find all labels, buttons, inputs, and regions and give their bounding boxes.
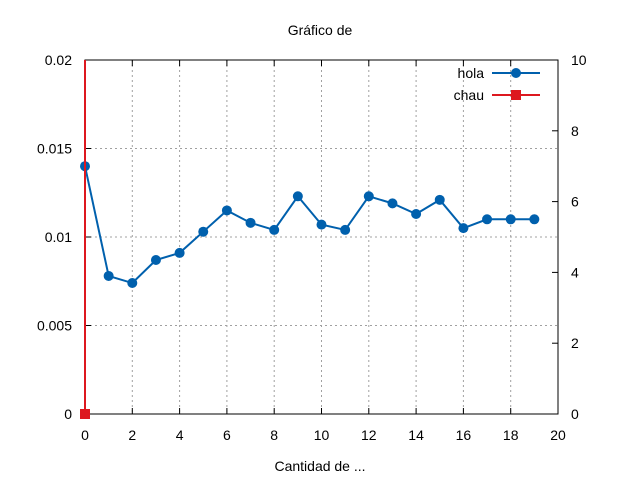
data-point-hola (411, 208, 422, 219)
y-tick-label: 0.01 (45, 229, 72, 245)
legend: hola chau (454, 65, 540, 103)
x-axis-label: Cantidad de ... (274, 458, 365, 474)
series-layer (80, 60, 540, 419)
y-tick-label: 0.02 (45, 52, 72, 68)
y-tick-label: 0 (64, 406, 72, 422)
legend-label-hola: hola (458, 65, 485, 81)
x-tick-label: 10 (314, 427, 330, 443)
y2-tick-label: 2 (571, 335, 579, 351)
data-point-chau (80, 409, 90, 419)
y2-tick-label: 8 (571, 123, 579, 139)
legend-marker-hola (511, 68, 521, 78)
x-tick-label: 14 (408, 427, 424, 443)
x-tick-label: 12 (361, 427, 377, 443)
x-tick-label: 4 (176, 427, 184, 443)
y2-tick-labels: 0 2 4 6 8 10 (571, 52, 587, 422)
data-point-hola (292, 191, 303, 202)
series-hola (80, 161, 540, 289)
legend-label-chau: chau (454, 87, 484, 103)
data-point-hola (245, 217, 256, 228)
data-point-hola (529, 214, 540, 225)
y2-tick-label: 6 (571, 194, 579, 210)
data-point-hola (316, 219, 327, 230)
y-tick-label: 0.005 (37, 318, 72, 334)
y2-tick-label: 10 (571, 52, 587, 68)
x-tick-label: 18 (503, 427, 519, 443)
grid-lines (85, 60, 558, 414)
data-point-hola (269, 224, 280, 235)
y2-tick-label: 0 (571, 406, 579, 422)
series-chau (80, 60, 90, 419)
x-tick-label: 2 (128, 427, 136, 443)
data-point-hola (387, 198, 398, 209)
data-point-hola (505, 214, 516, 225)
x-tick-labels: 0 2 4 6 8 10 12 14 16 18 20 (81, 427, 566, 443)
data-point-hola (174, 247, 185, 258)
legend-marker-chau (511, 90, 521, 100)
x-tick-label: 16 (456, 427, 472, 443)
chart-title: Gráfico de (288, 22, 353, 38)
y-tick-labels: 0 0.005 0.01 0.015 0.02 (37, 52, 72, 422)
data-point-hola (221, 205, 232, 216)
data-point-hola (150, 255, 161, 266)
data-point-hola (434, 194, 445, 205)
y-tick-label: 0.015 (37, 141, 72, 157)
data-point-hola (458, 223, 469, 234)
x-tick-label: 8 (270, 427, 278, 443)
x-tick-label: 6 (223, 427, 231, 443)
data-point-hola (340, 224, 351, 235)
data-point-hola (363, 191, 374, 202)
axis-ticks (84, 59, 559, 415)
data-point-hola (127, 278, 138, 289)
x-tick-label: 20 (550, 427, 566, 443)
y2-tick-label: 4 (571, 264, 579, 280)
data-point-hola (198, 226, 209, 237)
data-point-hola (103, 270, 114, 281)
x-tick-label: 0 (81, 427, 89, 443)
data-point-hola (482, 214, 493, 225)
